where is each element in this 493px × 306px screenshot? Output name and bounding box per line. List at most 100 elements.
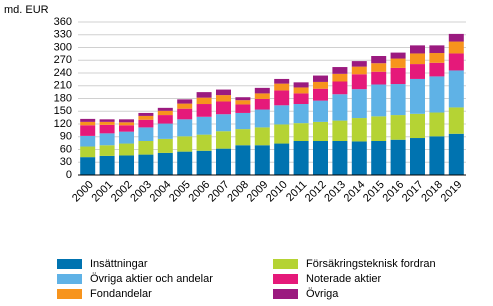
bar-segment	[410, 53, 425, 65]
x-tick-label: 2004	[148, 179, 174, 205]
bar-segment	[157, 110, 173, 116]
bar-segment	[390, 67, 406, 85]
x-tick-label: 2000	[70, 179, 96, 205]
bar-segment	[177, 108, 193, 120]
bar-segment	[99, 145, 115, 156]
x-tick-label: 2016	[380, 179, 406, 205]
bar-segment	[390, 52, 406, 59]
bar-segment	[216, 95, 231, 102]
bar-segment	[119, 122, 134, 126]
x-tick-label: 2007	[206, 179, 232, 205]
legend-label: Noterade aktier	[306, 273, 382, 285]
bar-segment	[429, 62, 445, 77]
bar-segment	[157, 138, 173, 153]
bar-segment	[119, 131, 134, 144]
y-tick-label: 30	[60, 156, 72, 168]
bar-segment	[332, 141, 348, 175]
bar-segment	[177, 103, 193, 109]
bar-segment	[351, 66, 367, 75]
bar-segment	[371, 56, 387, 64]
bar-segment	[332, 81, 348, 95]
bar-segment	[80, 121, 96, 126]
x-tick-label: 2014	[342, 179, 368, 205]
legend-label: Fondandelar	[90, 288, 152, 300]
bar-segment	[119, 119, 134, 123]
bar-segment	[157, 152, 173, 175]
legend-label: Insättningar	[90, 258, 148, 270]
y-tick-label: 300	[54, 41, 72, 53]
bar-segment	[80, 118, 96, 122]
bar-segment	[138, 141, 154, 155]
x-tick-label: 2005	[167, 179, 193, 205]
legend-swatch	[57, 274, 82, 284]
y-tick-label: 90	[60, 131, 72, 143]
bar-segment	[216, 101, 231, 115]
bar-segment	[448, 70, 464, 108]
bar-segment	[177, 99, 193, 104]
bar-segment	[293, 82, 309, 88]
bar-segment	[99, 119, 115, 122]
bar-segment	[410, 138, 425, 175]
bar-segment	[138, 127, 154, 141]
bar-segment	[313, 88, 328, 101]
legend-swatch	[57, 289, 82, 299]
y-tick-label: 360	[54, 16, 72, 28]
bar-segment	[410, 78, 425, 114]
bar-segment	[293, 141, 309, 175]
bar-segment	[177, 136, 193, 152]
x-tick-label: 2011	[284, 179, 309, 204]
bar-segment	[177, 119, 193, 137]
bar-segment	[216, 131, 231, 149]
bar-segment	[448, 33, 464, 42]
bar-segment	[235, 100, 251, 105]
bar-segment	[351, 118, 367, 142]
bar-segment	[80, 135, 96, 147]
bar-segment	[351, 89, 367, 119]
bar-segment	[138, 115, 154, 120]
bar-segment	[196, 97, 212, 105]
bar-segment	[313, 141, 328, 175]
y-tick-label: 330	[54, 29, 72, 41]
bar-segment	[410, 113, 425, 139]
x-tick-label: 2009	[245, 179, 271, 205]
bar-segment	[293, 104, 309, 124]
bar-segment	[235, 104, 251, 113]
bar-segment	[157, 107, 173, 111]
bar-segment	[254, 145, 270, 175]
bar-segment	[254, 98, 270, 110]
bar-segment	[254, 127, 270, 146]
bar-segment	[410, 45, 425, 54]
x-tick-label: 2002	[109, 179, 135, 205]
bar-segment	[216, 114, 231, 132]
bar-segment	[351, 61, 367, 67]
legend-swatch	[273, 259, 298, 269]
x-tick-label: 2015	[361, 179, 387, 205]
y-tick-label: 180	[54, 92, 72, 104]
y-tick-label: 270	[54, 54, 72, 66]
bar-segment	[332, 94, 348, 121]
legend-label: Övriga	[306, 288, 339, 300]
bar-segment	[429, 76, 445, 113]
bar-segment	[99, 133, 115, 146]
bar-segment	[177, 151, 193, 175]
bar-segment	[390, 58, 406, 68]
y-tick-label: 210	[54, 80, 72, 92]
bar-segment	[390, 84, 406, 116]
bar-segment	[119, 143, 134, 156]
bar-segment	[99, 121, 115, 125]
bar-segment	[293, 93, 309, 105]
bar-segment	[196, 92, 212, 98]
x-tick-label: 2003	[128, 179, 154, 205]
bar-segment	[274, 78, 290, 84]
bar-segment	[332, 73, 348, 82]
bar-segment	[293, 123, 309, 141]
bar-segment	[371, 84, 387, 117]
bar-segment	[80, 125, 96, 136]
bar-segment	[448, 133, 464, 175]
bar-segment	[119, 125, 134, 132]
bar-segment	[429, 45, 445, 54]
bar-segment	[448, 107, 464, 134]
bar-segment	[254, 87, 270, 94]
bar-segment	[196, 116, 212, 135]
bar-segment	[332, 67, 348, 74]
